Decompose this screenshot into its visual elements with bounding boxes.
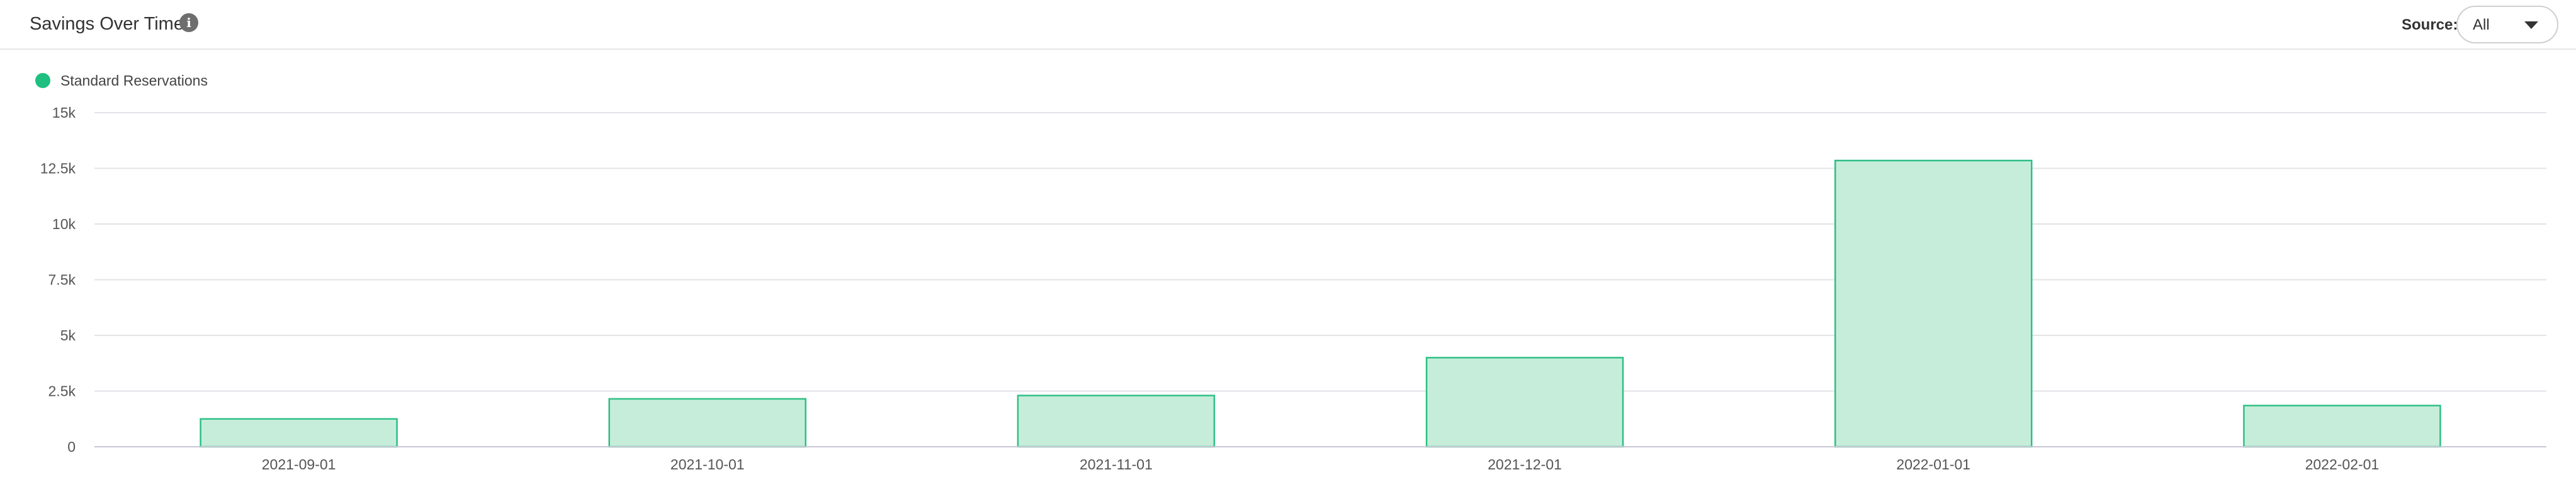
bar [2243,405,2441,448]
y-tick-label: 15k [52,104,76,121]
info-icon[interactable]: i [179,13,198,32]
x-tick-label: 2022-01-01 [1896,456,1970,473]
x-tick-label: 2022-02-01 [2305,456,2380,473]
source-label: Source: [2402,16,2458,33]
source-selected-value: All [2473,16,2490,33]
legend-swatch [35,73,50,88]
y-tick-label: 10k [52,216,76,232]
y-tick-label: 2.5k [48,383,76,400]
bar [608,398,806,448]
y-tick-label: 0 [67,439,76,455]
x-tick-label: 2021-11-01 [1080,456,1153,473]
x-tick-label: 2021-12-01 [1488,456,1562,473]
legend-label: Standard Reservations [60,72,208,89]
y-tick-label: 5k [60,327,76,344]
y-tick-label: 12.5k [40,160,76,177]
bar [1834,159,2033,448]
y-tick-label: 7.5k [48,272,76,288]
chevron-down-icon [2524,21,2538,29]
x-tick-label: 2021-09-01 [262,456,336,473]
bar [1017,395,1216,448]
x-tick-label: 2021-10-01 [670,456,745,473]
bar [1425,357,1624,448]
page-title: Savings Over Time [30,14,184,34]
chart-header: Savings Over Time i Source: All [0,0,2576,50]
bar [200,418,398,448]
source-dropdown[interactable]: All [2456,6,2558,43]
